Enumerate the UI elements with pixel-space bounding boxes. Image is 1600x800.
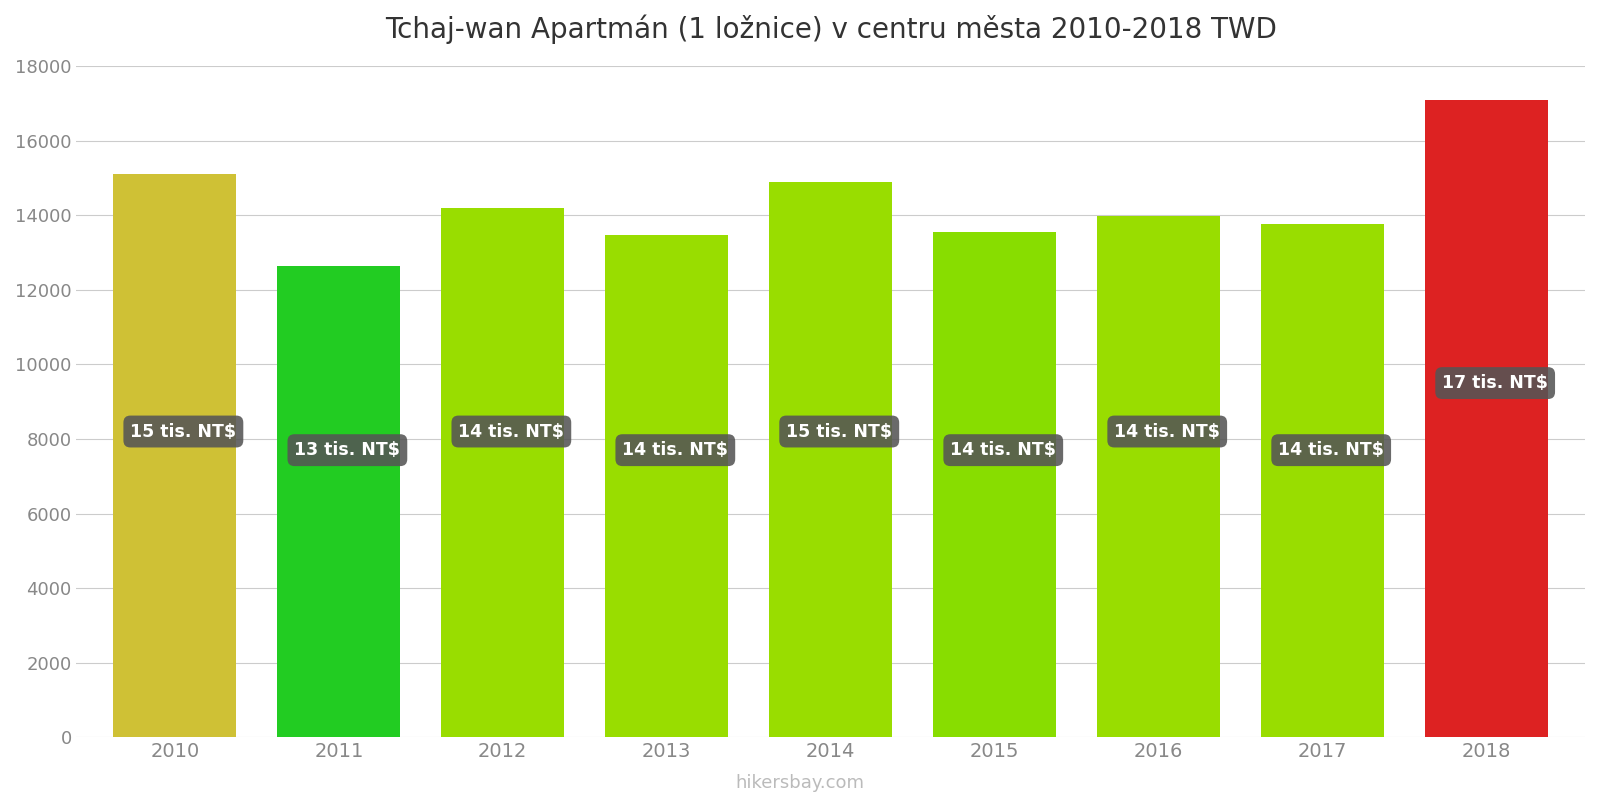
Bar [277, 266, 400, 737]
Bar [114, 174, 237, 737]
Text: hikersbay.com: hikersbay.com [736, 774, 864, 792]
Bar [1426, 100, 1549, 737]
Bar [933, 232, 1056, 737]
Bar [605, 234, 728, 737]
Text: 15 tis. NT$: 15 tis. NT$ [130, 422, 237, 441]
Text: 17 tis. NT$: 17 tis. NT$ [1442, 374, 1549, 392]
Text: 15 tis. NT$: 15 tis. NT$ [786, 422, 893, 441]
Text: 14 tis. NT$: 14 tis. NT$ [1114, 422, 1221, 441]
Title: Tchaj-wan Apartmán (1 ložnice) v centru města 2010-2018 TWD: Tchaj-wan Apartmán (1 ložnice) v centru … [386, 15, 1277, 45]
Bar [1098, 216, 1221, 737]
Text: 13 tis. NT$: 13 tis. NT$ [294, 441, 400, 459]
Text: 14 tis. NT$: 14 tis. NT$ [950, 441, 1056, 459]
Bar [1261, 223, 1384, 737]
Text: 14 tis. NT$: 14 tis. NT$ [459, 422, 565, 441]
Bar [442, 208, 565, 737]
Text: 14 tis. NT$: 14 tis. NT$ [1278, 441, 1384, 459]
Bar [770, 182, 893, 737]
Text: 14 tis. NT$: 14 tis. NT$ [622, 441, 728, 459]
